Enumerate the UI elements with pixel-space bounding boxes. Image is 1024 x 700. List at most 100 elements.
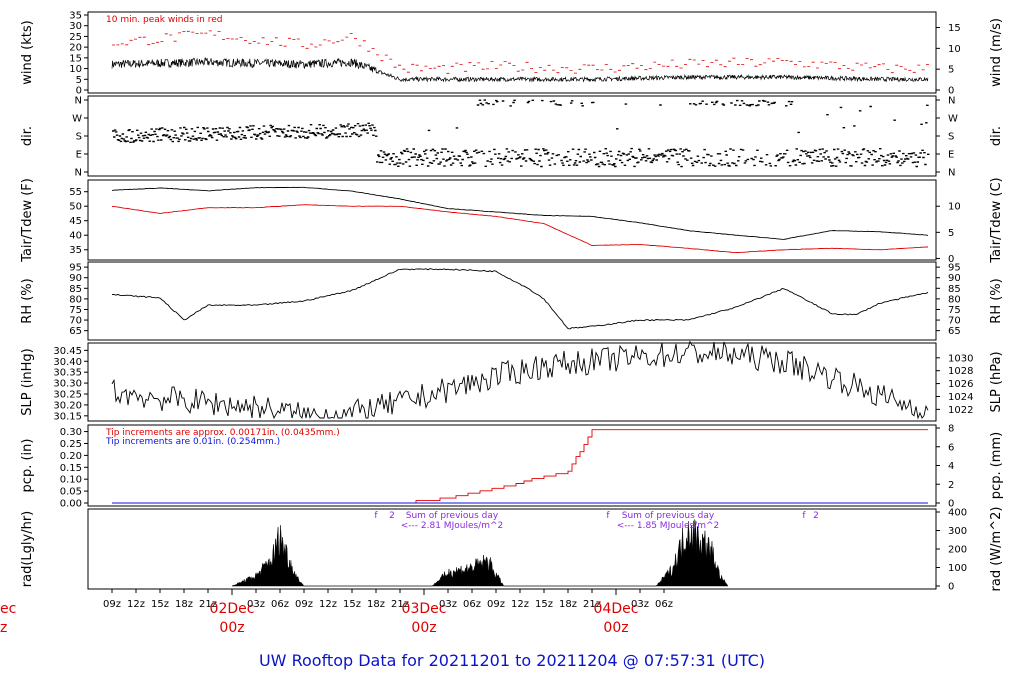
x-tick-label: 06z [271,599,289,610]
radiation-sum-value: <--- 1.85 MJoules/m^2 [617,521,719,531]
y-tick-label-right: W [948,114,958,125]
y-tick-label-right: N [948,96,955,107]
tip-annotation-2: Tip increments are 0.01in. (0.254mm.) [105,437,280,447]
panel-frame [87,179,937,261]
y-axis-label-left: RH (%) [20,278,35,323]
y-axis-label-left: wind (kts) [20,20,35,84]
y-tick-label-right: 8 [948,424,954,435]
y-axis-label-right: SLP (hPa) [989,351,1004,412]
radiation-marker: 2 [813,511,819,521]
y-tick-label-left: 20 [69,43,82,54]
radiation-area [231,519,729,587]
y-tick-label-right: E [948,150,954,161]
y-axis-label-left: Tair/Tdew (F) [20,178,35,263]
y-tick-label-left: 25 [69,32,82,43]
x-tick-label: 18z [559,599,577,610]
y-axis-label-left: dir. [20,126,35,146]
y-tick-label-left: 15 [69,53,82,64]
y-tick-label-left: 30.25 [53,390,82,401]
y-tick-label-right: 80 [948,294,961,305]
series-line-1 [111,57,929,83]
y-tick-label-left: E [76,150,82,161]
y-tick-label-left: 95 [69,263,82,274]
y-tick-label-right: 0 [948,86,954,97]
day-sub-label-cut: z [0,620,7,636]
y-tick-label-left: 30.35 [53,368,82,379]
wind-direction-marks [112,99,930,168]
y-tick-label-left: 0 [76,86,82,97]
y-tick-label-left: 55 [69,187,82,198]
y-tick-label-left: 30.30 [53,379,82,390]
series-line-1 [111,268,929,330]
y-tick-label-right: 90 [948,273,961,284]
x-tick-label: 06z [655,599,673,610]
peak-wind-series [112,30,929,74]
day-sub-label: 00z [411,620,436,636]
x-tick-label: 21z [199,599,217,610]
y-tick-label-right: 0 [948,499,954,510]
y-axis-label-right: dir. [989,126,1004,146]
x-tick-label: 15z [343,599,361,610]
day-label-cut: ec [0,601,16,617]
x-tick-label: 21z [391,599,409,610]
radiation-marker: f [802,511,806,521]
day-label: 02Dec [210,601,255,617]
y-tick-label-right: N [948,168,955,179]
y-axis-label-left: pcp. (in) [20,439,35,493]
tip-annotation-1: Tip increments are approx. 0.00171in. (0… [105,428,340,438]
y-tick-label-right: 0 [948,582,954,593]
y-tick-label-right: 1028 [948,366,973,377]
radiation-sum-label: Sum of previous day [406,511,499,521]
y-tick-label-right: 85 [948,284,961,295]
x-tick-label: 15z [535,599,553,610]
y-tick-label-right: 65 [948,326,961,337]
x-tick-label: 03z [439,599,457,610]
radiation-sum-value: <--- 2.81 MJoules/m^2 [401,521,503,531]
y-tick-label-left: 30.40 [53,357,82,368]
y-tick-label-left: 0.05 [60,487,82,498]
panel-3: Tair/Tdew (F) Tair/Tdew (C) 35 40 45 50 55 0 5 10 [20,177,1004,265]
panel-5: SLP (inHg) SLP (hPa)30.1530.2030.2530.303… [20,340,1004,422]
y-tick-label-left: W [72,114,82,125]
y-tick-label-right: 100 [948,563,967,574]
y-tick-label-right: 1022 [948,405,973,416]
x-tick-label: 12z [319,599,337,610]
y-tick-label-left: 80 [69,294,82,305]
panel-1: wind (kts) wind (m/s)05101520253035051015… [20,11,1004,97]
y-axis-label-right: pcp. (mm) [989,432,1004,499]
y-tick-label-right: 10 [948,202,961,213]
x-tick-label: 21z [583,599,601,610]
x-tick-label: 09z [487,599,505,610]
y-tick-label-right: 1026 [948,379,973,390]
y-tick-label-right: 1024 [948,392,973,403]
x-tick-label: 03z [247,599,265,610]
y-tick-label-right: 200 [948,545,967,556]
day-label: 04Dec [594,601,639,617]
panel-6: pcp. (in) pcp. (mm)0.000.050.100.150.200.… [20,424,1004,510]
day-sub-label: 00z [219,620,244,636]
y-tick-label-right: 4 [948,461,954,472]
y-axis-label-right: RH (%) [989,278,1004,323]
x-tick-label: 15z [151,599,169,610]
radiation-marker: 2 [389,511,395,521]
y-tick-label-left: 0.10 [60,475,82,486]
day-sub-label: 00z [603,620,628,636]
y-axis-label-left: SLP (inHg) [20,348,35,416]
x-tick-label: 12z [127,599,145,610]
y-tick-label-left: N [75,96,82,107]
page-title: UW Rooftop Data for 20211201 to 20211204… [259,651,765,670]
panel-frame [87,508,937,590]
y-tick-label-right: 6 [948,442,954,453]
y-tick-label-right: 400 [948,508,967,519]
y-tick-label-right: 75 [948,305,961,316]
panel-frame [87,342,937,422]
y-tick-label-left: 70 [69,316,82,327]
radiation-marker: f [606,511,610,521]
x-tick-label: 09z [103,599,121,610]
y-tick-label-left: 35 [69,11,82,22]
y-tick-label-left: 75 [69,305,82,316]
y-tick-label-left: 10 [69,64,82,75]
